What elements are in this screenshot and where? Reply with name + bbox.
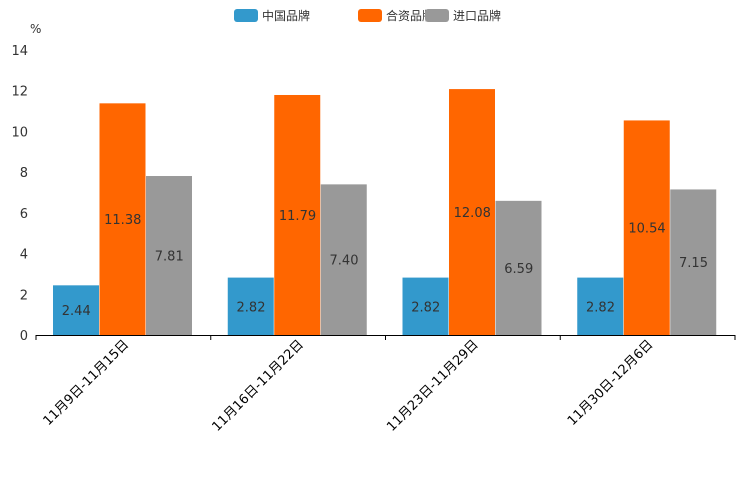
y-axis-unit-label: % (30, 22, 41, 36)
bar[interactable] (320, 184, 367, 335)
legend-swatch[interactable] (234, 9, 258, 22)
y-tick-label: 10 (11, 125, 28, 140)
y-tick-label: 4 (20, 248, 28, 263)
x-tick-label: 11月30日-12月6日 (565, 337, 657, 429)
data-label: 11.79 (279, 209, 316, 224)
y-tick-label: 8 (20, 166, 28, 181)
data-label: 7.40 (330, 254, 359, 269)
bar[interactable] (577, 277, 624, 335)
bars: 2.44 11.38 7.81 2.82 11.79 7.40 2.82 12.08 6.59 2… (53, 89, 717, 335)
x-tick-label: 11月9日-11月15日 (41, 337, 133, 429)
y-tick-label: 6 (20, 207, 28, 222)
bar[interactable] (402, 277, 449, 335)
data-label: 6.59 (504, 262, 533, 277)
bar[interactable] (227, 277, 274, 335)
data-label: 10.54 (628, 222, 665, 237)
y-tick-label: 2 (20, 288, 28, 303)
data-label: 2.82 (411, 300, 440, 315)
data-label: 2.82 (586, 300, 615, 315)
x-tick-label: 11月16日-11月22日 (209, 337, 306, 434)
x-tick-label: 11月23日-11月29日 (384, 337, 481, 434)
bar[interactable] (146, 176, 192, 335)
legend-label[interactable]: 进口品牌 (453, 9, 501, 23)
legend: 中国品牌 合资品牌 进口品牌 (234, 8, 501, 23)
y-tick-label: 14 (11, 44, 28, 59)
y-tick-label: 12 (11, 85, 28, 100)
bar[interactable] (53, 285, 99, 335)
bar[interactable] (670, 189, 717, 335)
data-label: 7.81 (155, 250, 184, 265)
legend-label[interactable]: 中国品牌 (262, 8, 310, 23)
bar[interactable] (449, 89, 495, 335)
data-label: 2.44 (62, 304, 91, 319)
data-label: 2.82 (237, 300, 266, 315)
y-tick-label: 0 (20, 329, 28, 344)
legend-swatch[interactable] (358, 9, 382, 22)
legend-label[interactable]: 合资品牌 (386, 8, 434, 23)
bar[interactable] (99, 103, 146, 335)
legend-swatch[interactable] (425, 9, 449, 22)
data-label: 11.38 (104, 213, 141, 228)
data-label: 12.08 (454, 206, 491, 221)
y-axis: 0 2 4 6 8 10 12 14 (11, 44, 28, 344)
bar[interactable] (495, 200, 542, 335)
x-axis: 11月9日-11月15日 11月16日-11月22日 11月23日-11月29日 11… (35, 335, 736, 435)
data-label: 7.15 (679, 256, 708, 271)
bar[interactable] (274, 94, 321, 335)
bar[interactable] (623, 120, 670, 335)
